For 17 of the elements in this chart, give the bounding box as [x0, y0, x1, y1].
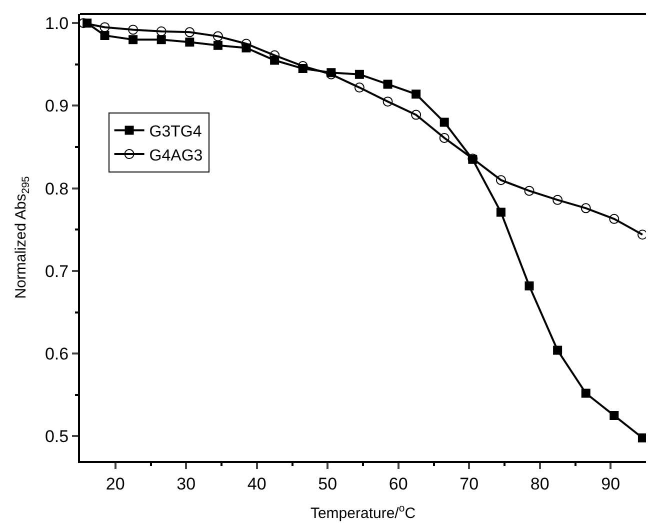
- x-tick-label: 60: [388, 474, 408, 494]
- x-tick-label: 40: [247, 474, 266, 494]
- x-tick-label: 70: [460, 474, 479, 494]
- y-tick-label: 1.0: [44, 14, 69, 34]
- y-tick-label: 0.8: [44, 179, 69, 198]
- x-tick-label: 50: [318, 474, 338, 494]
- x-axis-title: Temperature/$^{o}$C: [310, 502, 416, 522]
- y-tick-label: 0.6: [44, 344, 69, 364]
- y-tick-label: 0.7: [44, 262, 69, 281]
- y-tick-label: 0.9: [44, 96, 69, 116]
- x-tick-label: 90: [601, 474, 620, 494]
- x-tick-label: 30: [176, 474, 196, 494]
- y-tick-label: 0.5: [44, 427, 69, 446]
- x-tick-label: 80: [530, 474, 550, 494]
- x-tick-label: 20: [106, 474, 125, 494]
- legend-label: G4AG3: [149, 147, 203, 164]
- legend-label: G3TG4: [149, 123, 202, 140]
